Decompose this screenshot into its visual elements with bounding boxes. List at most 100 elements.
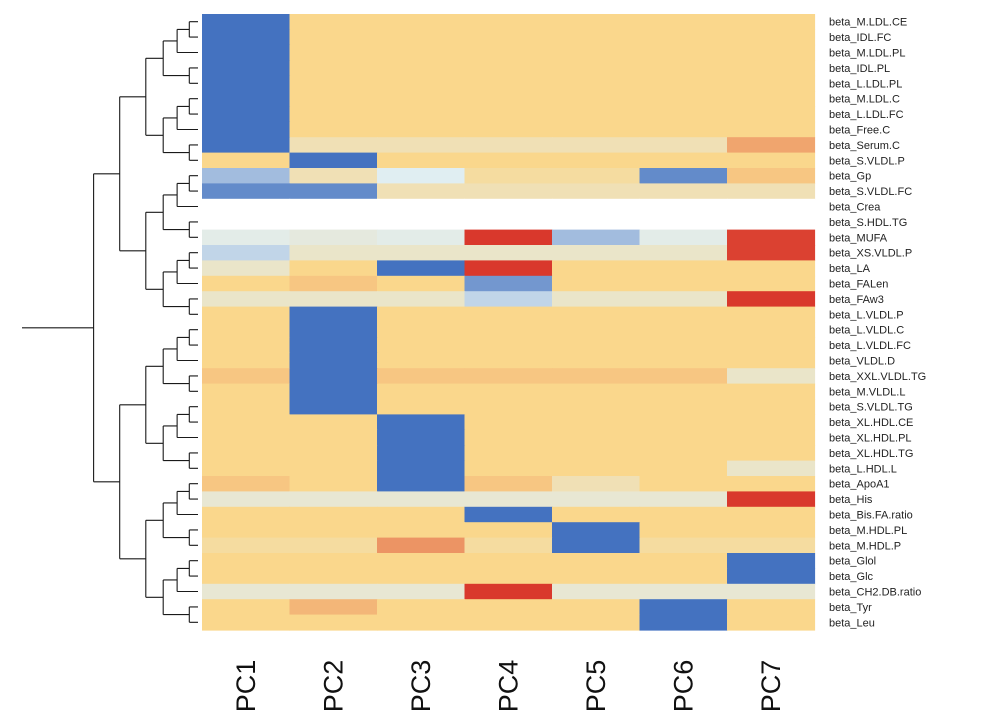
heatmap-cell (377, 429, 466, 446)
heatmap-cell (464, 522, 553, 539)
heatmap-cell (377, 137, 466, 154)
row-label: beta_Gp (829, 171, 871, 183)
row-label: beta_L.VLDL.P (829, 309, 904, 321)
heatmap-cell (377, 245, 466, 261)
heatmap-cell (202, 306, 291, 323)
heatmap-cell (639, 306, 728, 323)
heatmap-cell (552, 14, 641, 30)
heatmap-cell (202, 106, 291, 123)
row-label: beta_VLDL.D (829, 356, 895, 368)
heatmap-cell (727, 399, 816, 415)
heatmap-cell (639, 29, 728, 46)
heatmap-cell (552, 491, 641, 508)
heatmap-cell (377, 476, 466, 492)
heatmap-cell (639, 75, 728, 92)
heatmap-cell (377, 491, 466, 508)
heatmap-cell (727, 445, 816, 462)
row-label: beta_M.HDL.PL (829, 525, 907, 537)
heatmap-cell (464, 553, 553, 569)
heatmap-cell (289, 583, 378, 600)
row-label: beta_XL.HDL.CE (829, 417, 913, 429)
heatmap-cell (377, 368, 466, 385)
heatmap-cell (727, 614, 816, 631)
dendrogram-branch (162, 425, 190, 462)
heatmap-cell (464, 414, 553, 431)
heatmap-cell (289, 137, 378, 154)
heatmap-cell (727, 583, 816, 600)
heatmap-cell (552, 229, 641, 246)
heatmap-cell (377, 14, 466, 30)
heatmap-cell (552, 198, 641, 215)
heatmap-cell (377, 399, 466, 415)
heatmap-cell (202, 214, 291, 231)
heatmap-cell (552, 553, 641, 569)
heatmap-cell (464, 214, 553, 231)
heatmap-cell (464, 29, 553, 46)
heatmap-cell (639, 291, 728, 308)
heatmap-cell (377, 322, 466, 338)
dendrogram-branch (176, 567, 198, 593)
heatmap-cell (289, 476, 378, 492)
heatmap-cell (552, 306, 641, 323)
heatmap-cell (639, 429, 728, 446)
heatmap-cell (202, 460, 291, 477)
heatmap-cell (464, 352, 553, 369)
heatmap-cell (639, 322, 728, 338)
heatmap-cell (377, 522, 466, 539)
heatmap-cell (639, 460, 728, 477)
dendrogram-branch (162, 348, 190, 385)
heatmap-cell (377, 29, 466, 46)
heatmap-cell (727, 60, 816, 77)
dendrogram-branch (162, 271, 190, 308)
dendrogram-branch (119, 404, 146, 560)
heatmap-cell (552, 260, 641, 277)
row-label: beta_L.HDL.L (829, 463, 897, 475)
dendrogram-branch (176, 490, 198, 516)
heatmap-cell (289, 306, 378, 323)
heatmap-cell (727, 522, 816, 539)
heatmap-cell (464, 260, 553, 277)
heatmap-cell (552, 522, 641, 539)
heatmap-cell (552, 583, 641, 600)
heatmap-cell (639, 599, 728, 616)
dendrogram-branch (188, 144, 198, 161)
heatmap-cell (377, 583, 466, 600)
heatmap-cell (202, 553, 291, 569)
heatmap-cell (639, 614, 728, 631)
heatmap-cell (639, 121, 728, 138)
heatmap-cell (377, 229, 466, 246)
heatmap-cell (289, 183, 378, 200)
heatmap-cell (289, 106, 378, 123)
dendrogram-branch (93, 173, 120, 483)
heatmap-cell (202, 245, 291, 261)
heatmap-cell (727, 14, 816, 30)
heatmap-cell (464, 183, 553, 200)
heatmap-cell (464, 91, 553, 107)
heatmap-cell (289, 568, 378, 585)
heatmap-cell (377, 275, 466, 292)
heatmap-cell (202, 75, 291, 92)
heatmap-cell (289, 553, 378, 569)
heatmap-cell (377, 599, 466, 616)
heatmap-cell (377, 183, 466, 200)
dendrogram-branch (162, 579, 190, 616)
heatmap-cell (377, 44, 466, 61)
row-label: beta_Tyr (829, 602, 872, 614)
heatmap-cell (289, 368, 378, 385)
heatmap-cell (552, 291, 641, 308)
dendrogram-branch (162, 502, 190, 539)
row-label: beta_XL.HDL.TG (829, 448, 913, 460)
heatmap-cell (202, 368, 291, 385)
heatmap-cell (727, 183, 816, 200)
heatmap-cell (464, 445, 553, 462)
heatmap-cell (727, 352, 816, 369)
heatmap-cell (552, 322, 641, 338)
heatmap-cell (552, 476, 641, 492)
heatmap-cell (464, 245, 553, 261)
heatmap-cell (552, 414, 641, 431)
row-label: beta_CH2.DB.ratio (829, 587, 921, 599)
heatmap-cell (202, 429, 291, 446)
row-label: beta_IDL.FC (829, 32, 891, 44)
heatmap-cell (464, 322, 553, 338)
heatmap-cell (552, 368, 641, 385)
